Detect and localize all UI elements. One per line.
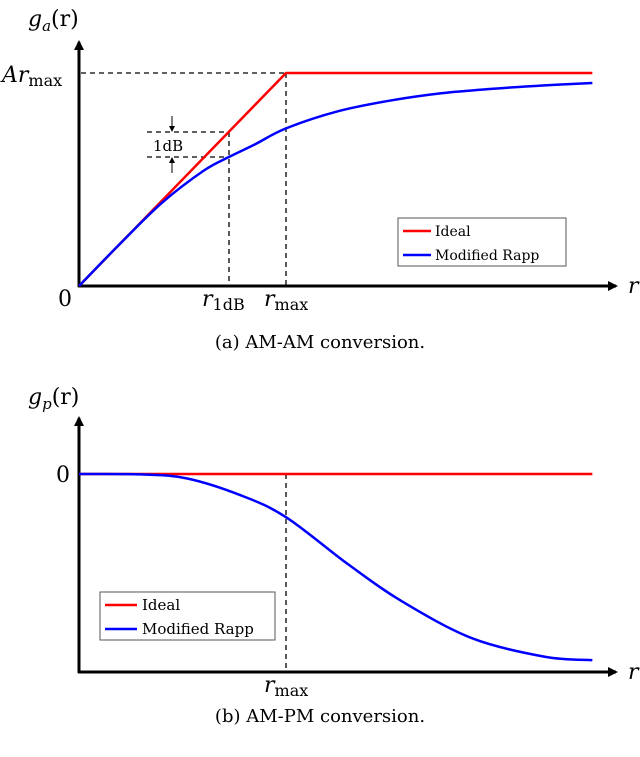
x-axis-label-b: r xyxy=(628,660,640,685)
y-axis-label-b: gp(r) xyxy=(28,385,79,413)
guide-lines-a xyxy=(81,72,287,286)
y-tick-armax: Armax xyxy=(0,63,62,90)
1db-annotation: 1dB xyxy=(153,137,183,155)
legend-label-ideal-b: Ideal xyxy=(142,596,180,614)
series-line-modified-rapp xyxy=(78,81,593,287)
legend-label-ideal: Ideal xyxy=(435,224,471,240)
legend-label-rapp-b: Modified Rapp xyxy=(142,620,254,638)
caption-a: (a) AM-AM conversion. xyxy=(215,332,425,353)
legend-label-rapp: Modified Rapp xyxy=(435,248,539,264)
series-group-b xyxy=(78,472,593,662)
origin-label: 0 xyxy=(58,287,72,312)
am-pm-plot: gp(r) r 0 rmax Ideal Modified Rapp (b) A… xyxy=(28,385,640,727)
series-line-modified-rapp xyxy=(78,472,593,662)
x-tick-rmax-b: rmax xyxy=(264,673,308,700)
series-group-a xyxy=(78,71,593,287)
caption-b: (b) AM-PM conversion. xyxy=(215,706,425,727)
x-tick-rmax: rmax xyxy=(264,287,308,314)
legend-b: Ideal Modified Rapp xyxy=(99,591,276,641)
legend-a: Ideal Modified Rapp xyxy=(397,217,567,267)
x-axis-label-a: r xyxy=(628,274,640,299)
am-am-plot: ga(r) r 0 Armax r1dB rmax 1dB Ideal Modi… xyxy=(0,7,640,353)
y-tick-zero: 0 xyxy=(56,463,70,488)
y-axis-label-a: ga(r) xyxy=(28,7,79,35)
x-tick-r1db: r1dB xyxy=(202,287,245,314)
